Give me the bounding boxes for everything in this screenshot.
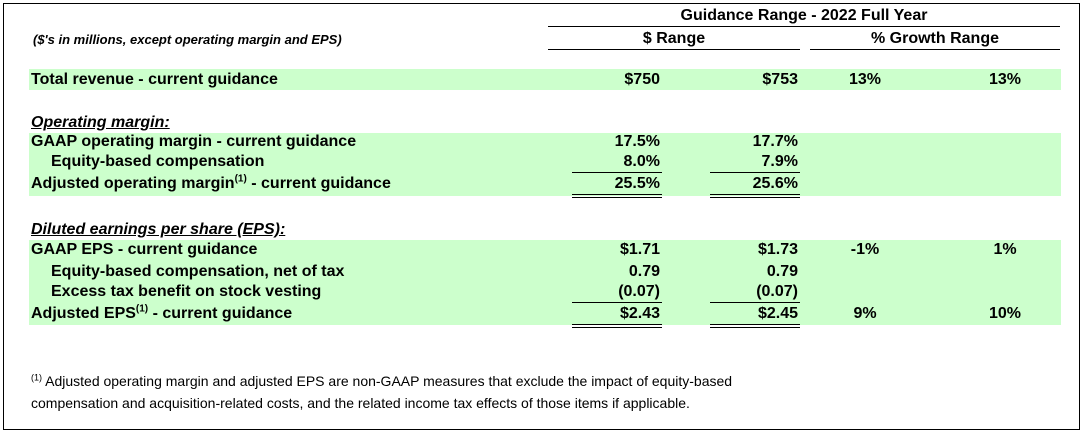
header-rule	[548, 26, 1060, 27]
margin-total-double-rule-high	[710, 194, 800, 198]
equity-margin-high: 7.9%	[761, 153, 798, 170]
eps-title: Diluted earnings per share (EPS):	[31, 221, 286, 238]
adjusted-eps-low: $2.43	[619, 305, 660, 322]
gaap-eps-growth-low: -1%	[850, 241, 880, 258]
growth-header-underline	[810, 49, 1060, 50]
guidance-range-title: Guidance Range - 2022 Full Year	[680, 7, 928, 24]
gaap-margin-label: GAAP operating margin - current guidance	[31, 133, 357, 150]
gaap-margin-low: 17.5%	[614, 133, 660, 150]
eps-total-double-rule-high	[710, 324, 800, 328]
dollar-range-header: $ Range	[642, 30, 706, 47]
table-frame	[3, 3, 1080, 430]
equity-margin-label: Equity-based compensation	[51, 153, 265, 170]
margin-band	[29, 133, 1061, 196]
equity-eps-high: 0.79	[766, 263, 798, 280]
gaap-eps-high: $1.73	[757, 241, 798, 258]
revenue-high: $753	[762, 71, 798, 88]
margin-sum-rule-high	[710, 172, 800, 173]
equity-eps-low: 0.79	[628, 263, 660, 280]
revenue-label: Total revenue - current guidance	[31, 71, 278, 88]
gaap-eps-growth-high: 1%	[993, 241, 1017, 258]
excess-tax-low: (0.07)	[618, 283, 660, 300]
eps-total-double-rule-low	[572, 324, 662, 328]
gaap-margin-high: 17.7%	[752, 133, 798, 150]
margin-total-double-rule-low	[572, 194, 662, 198]
revenue-low: $750	[624, 71, 660, 88]
revenue-growth-low: 13%	[848, 71, 882, 88]
footnote-marker: (1)	[31, 372, 42, 383]
margin-sum-rule-low	[572, 172, 662, 173]
adjusted-eps-growth-high: 10%	[988, 305, 1022, 322]
footnote-line-1: (1) Adjusted operating margin and adjust…	[31, 372, 733, 389]
adjusted-margin-high: 25.6%	[752, 175, 798, 192]
adjusted-margin-label: Adjusted operating margin(1) - current g…	[31, 173, 391, 192]
adjusted-eps-label: Adjusted EPS(1) - current guidance	[31, 303, 293, 322]
footnote-line-2: compensation and acquisition-related cos…	[31, 395, 690, 411]
footnote-ref: (1)	[234, 173, 247, 185]
eps-sum-rule-low	[572, 302, 662, 303]
operating-margin-title: Operating margin:	[31, 114, 170, 131]
excess-tax-label: Excess tax benefit on stock vesting	[51, 283, 322, 300]
units-note: ($'s in millions, except operating margi…	[33, 32, 342, 47]
dollar-header-underline	[548, 49, 800, 50]
footnote-ref: (1)	[135, 303, 149, 315]
adjusted-eps-growth-low: 9%	[853, 305, 877, 322]
excess-tax-high: (0.07)	[756, 283, 798, 300]
gaap-eps-label: GAAP EPS - current guidance	[31, 241, 258, 258]
growth-range-header: % Growth Range	[870, 30, 999, 47]
equity-margin-low: 8.0%	[623, 153, 660, 170]
gaap-eps-low: $1.71	[619, 241, 660, 258]
eps-sum-rule-high	[710, 302, 800, 303]
eps-band	[29, 240, 1061, 325]
adjusted-margin-low: 25.5%	[614, 175, 660, 192]
equity-eps-label: Equity-based compensation, net of tax	[51, 263, 345, 280]
revenue-growth-high: 13%	[988, 71, 1022, 88]
revenue-band	[29, 69, 1061, 90]
adjusted-eps-high: $2.45	[757, 305, 798, 322]
